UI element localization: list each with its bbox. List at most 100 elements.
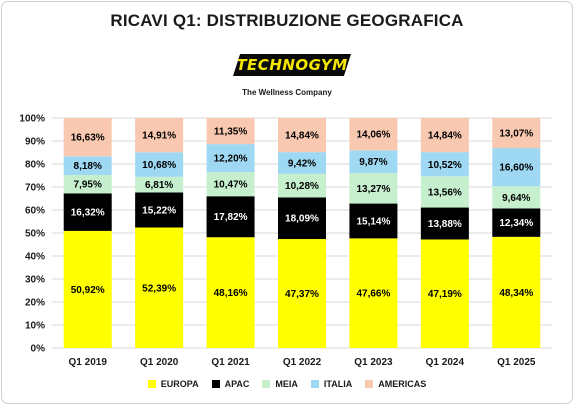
bar-segment-italia (63, 156, 112, 176)
x-tick-label: Q1 2025 (497, 357, 536, 368)
bar-segment-meia (206, 172, 255, 197)
data-label: 13,07% (499, 129, 533, 140)
bar-segment-europa (63, 230, 112, 348)
data-label: 10,52% (428, 160, 462, 171)
data-label: 11,35% (214, 127, 247, 138)
data-label: 9,64% (502, 193, 530, 204)
bar-segment-americas (135, 117, 184, 153)
legend-swatch (365, 380, 374, 388)
data-label: 18,09% (285, 214, 319, 225)
bar-segment-americas (420, 118, 469, 153)
bar-segment-meia (135, 176, 184, 193)
y-tick-label: 90% (25, 137, 45, 148)
data-label: 9,87% (359, 157, 387, 168)
bar-segment-americas (278, 118, 326, 153)
bar-segment-europa (492, 236, 541, 348)
y-tick-label: 50% (25, 229, 45, 240)
y-tick-label: 20% (25, 298, 45, 309)
data-label: 16,60% (499, 163, 533, 174)
data-label: 14,91% (142, 131, 176, 142)
y-tick-label: 0% (31, 344, 46, 355)
x-tick-label: Q1 2023 (354, 357, 393, 368)
data-label: 10,28% (285, 181, 319, 192)
chart-legend: EUROPA APAC MEIA ITALIA AMERICAS (0, 379, 574, 389)
data-label: 8,18% (74, 161, 102, 172)
x-tick-label: Q1 2020 (140, 357, 179, 368)
x-tick-label: Q1 2022 (283, 357, 322, 368)
y-tick-label: 100% (19, 114, 45, 125)
data-label: 13,27% (356, 184, 390, 195)
bar-segment-americas (206, 118, 255, 145)
bar-segment-europa (206, 237, 255, 348)
bar-segment-europa (349, 238, 398, 348)
x-tick-label: Q1 2024 (426, 357, 465, 368)
legend-item: AMERICAS (365, 379, 426, 389)
bar-segment-americas (349, 118, 398, 151)
data-label: 48,16% (214, 288, 248, 299)
legend-label: EUROPA (160, 379, 199, 389)
x-tick-label: Q1 2019 (69, 357, 108, 368)
legend-label: MEIA (275, 379, 298, 389)
bar-segment-apac (492, 208, 541, 237)
y-tick-label: 60% (25, 206, 45, 217)
legend-swatch (310, 380, 319, 388)
logo-tagline: The Wellness Company (242, 88, 332, 97)
bar-segment-italia (420, 152, 469, 177)
bar-segment-italia (278, 152, 326, 174)
data-label: 47,19% (428, 289, 462, 300)
data-label: 15,14% (356, 216, 390, 227)
legend-item: ITALIA (310, 379, 352, 389)
y-tick-label: 40% (25, 252, 45, 263)
bar-segment-americas (63, 118, 112, 157)
bar-segment-meia (492, 186, 541, 209)
legend-item: EUROPA (147, 379, 199, 389)
logo-text: TECHNOGYM (236, 56, 348, 74)
y-tick-label: 80% (25, 160, 45, 171)
legend-swatch (211, 380, 220, 388)
bar-segment-italia (206, 144, 255, 173)
y-tick-label: 30% (25, 275, 45, 286)
bar-segment-meia (63, 175, 112, 194)
data-label: 13,56% (428, 187, 462, 198)
legend-label: AMERICAS (378, 379, 427, 389)
data-label: 48,34% (499, 288, 533, 299)
data-label: 50,92% (71, 285, 105, 296)
data-label: 17,82% (214, 212, 248, 223)
bar-segment-italia (135, 152, 184, 177)
bar-segment-apac (63, 193, 112, 231)
y-tick-label: 10% (25, 321, 45, 332)
bar-segment-italia (492, 148, 541, 187)
data-label: 6,81% (145, 180, 173, 191)
data-label: 12,34% (499, 218, 533, 229)
bar-segment-apac (206, 196, 255, 238)
legend-item: MEIA (262, 379, 298, 389)
legend-item: APAC (211, 379, 250, 389)
data-label: 9,42% (288, 158, 316, 169)
data-label: 10,47% (214, 180, 248, 191)
bar-segment-italia (349, 150, 398, 174)
legend-swatch (147, 380, 156, 388)
data-label: 16,63% (71, 133, 105, 144)
bar-segment-apac (349, 203, 398, 239)
bar-segment-europa (420, 239, 469, 348)
data-label: 47,37% (285, 289, 319, 300)
data-label: 10,68% (142, 160, 176, 171)
data-label: 14,84% (285, 131, 319, 142)
y-tick-label: 70% (25, 183, 45, 194)
legend-swatch (262, 380, 271, 388)
data-label: 15,22% (142, 206, 176, 217)
bar-segment-europa (135, 227, 184, 348)
data-label: 7,95% (74, 180, 102, 191)
data-label: 14,84% (428, 131, 462, 142)
x-tick-label: Q1 2021 (211, 357, 250, 368)
bar-segment-meia (349, 173, 398, 204)
bar-segment-apac (278, 197, 326, 240)
bar-segment-apac (420, 207, 469, 240)
bar-segment-apac (135, 192, 184, 228)
data-label: 16,32% (71, 208, 105, 219)
bar-segment-americas (492, 118, 541, 149)
legend-label: APAC (224, 379, 250, 389)
chart-title: RICAVI Q1: DISTRIBUZIONE GEOGRAFICA (110, 11, 464, 30)
bar-segment-meia (420, 176, 469, 208)
